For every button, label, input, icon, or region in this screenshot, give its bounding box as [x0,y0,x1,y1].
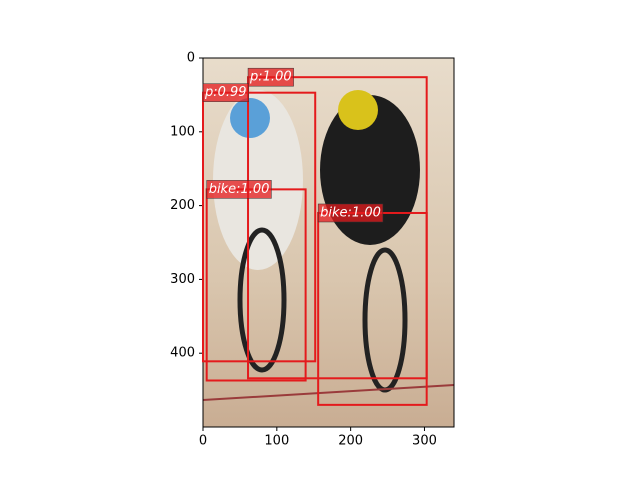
detection-label: p:1.00 [249,70,292,85]
detection-label: bike:1.00 [320,205,381,220]
label-background [206,180,272,199]
y-tick-label: 300 [170,272,195,287]
photo [202,58,455,427]
label-background [317,203,384,223]
x-tick-label: 100 [264,434,289,449]
label-background [247,67,294,87]
x-tick-label: 0 [199,434,207,449]
y-tick-label: 200 [170,198,195,213]
detection-label: bike:1.00 [209,182,270,197]
label-background [202,83,249,102]
x-tick-label: 300 [412,434,437,449]
y-tick-label: 100 [170,124,195,139]
x-tick-label: 200 [338,434,363,449]
y-tick-label: 0 [187,51,195,66]
detection-box [202,91,317,363]
detection-label: p:0.99 [204,85,247,100]
y-tick-label: 400 [170,346,195,361]
